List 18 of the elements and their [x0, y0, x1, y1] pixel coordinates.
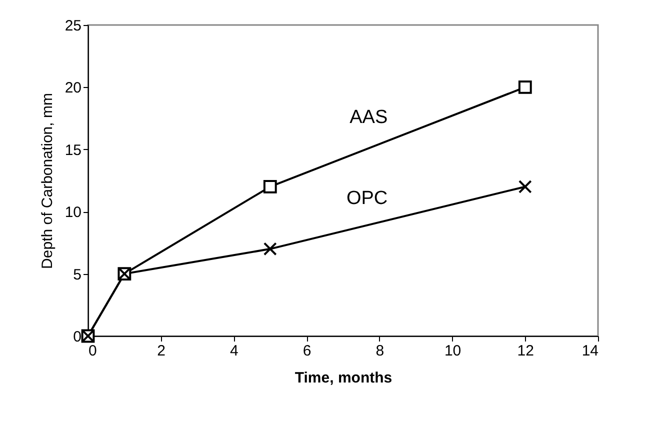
- x-tick-label: 8: [376, 342, 384, 360]
- x-tick-label: 12: [517, 342, 534, 360]
- y-tick-label: 20: [64, 80, 82, 97]
- x-tick-label: 6: [302, 342, 312, 360]
- x-tick-label: 0: [88, 342, 97, 360]
- series-label: OPC: [346, 188, 388, 209]
- y-tick-label: 0: [73, 328, 82, 346]
- y-tick-label: 5: [73, 266, 82, 284]
- x-tick-label: 10: [444, 342, 462, 360]
- y-tick-label: 10: [64, 204, 82, 222]
- x-tick-label: 4: [230, 342, 238, 360]
- y-tick-label: 15: [64, 142, 82, 159]
- x-tick-label: 14: [582, 342, 598, 360]
- y-axis-title: Depth of Carbonation, mm: [38, 93, 56, 269]
- x-axis-title: Time, months: [294, 370, 392, 386]
- series-label: AAS: [350, 106, 388, 128]
- x-tick-label: 2: [157, 342, 166, 360]
- y-tick-label: 25: [64, 18, 82, 34]
